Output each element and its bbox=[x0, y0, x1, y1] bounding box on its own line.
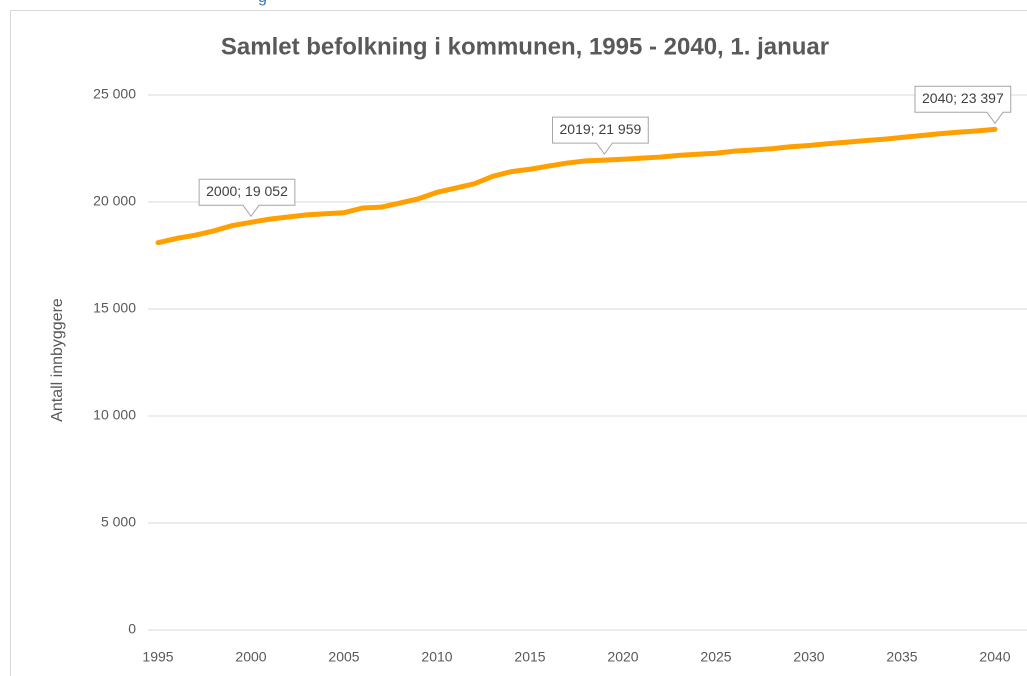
x-tick-label: 2030 bbox=[793, 649, 824, 665]
data-label-text: 2040; 23 397 bbox=[922, 90, 1004, 106]
x-tick-label: 2020 bbox=[607, 649, 638, 665]
data-label-text: 2000; 19 052 bbox=[206, 183, 288, 199]
data-label-box bbox=[914, 85, 1012, 125]
data-label-text: 2019; 21 959 bbox=[560, 121, 642, 137]
x-tick-label: 2010 bbox=[421, 649, 452, 665]
x-tick-label: 2005 bbox=[328, 649, 359, 665]
header-fragment: g bbox=[258, 0, 267, 6]
y-tick-label: 0 bbox=[128, 621, 136, 637]
x-tick-label: 2025 bbox=[700, 649, 731, 665]
y-tick-label: 20 000 bbox=[93, 193, 136, 209]
y-tick-label: 10 000 bbox=[93, 407, 136, 423]
y-axis-label: Antall innbyggere bbox=[49, 298, 66, 422]
y-tick-label: 5 000 bbox=[101, 514, 136, 530]
data-label-box bbox=[552, 116, 649, 155]
x-tick-label: 2035 bbox=[886, 649, 917, 665]
y-tick-label: 25 000 bbox=[93, 86, 136, 102]
x-tick-label: 2040 bbox=[979, 649, 1010, 665]
x-tick-label: 2000 bbox=[235, 649, 266, 665]
data-label-box bbox=[198, 178, 296, 218]
data-line bbox=[155, 126, 998, 246]
y-tick-label: 15 000 bbox=[93, 300, 136, 316]
x-tick-label: 2015 bbox=[514, 649, 545, 665]
chart-frame bbox=[10, 10, 1027, 676]
chart-title: Samlet befolkning i kommunen, 1995 - 204… bbox=[221, 33, 829, 60]
x-tick-label: 1995 bbox=[142, 649, 173, 665]
